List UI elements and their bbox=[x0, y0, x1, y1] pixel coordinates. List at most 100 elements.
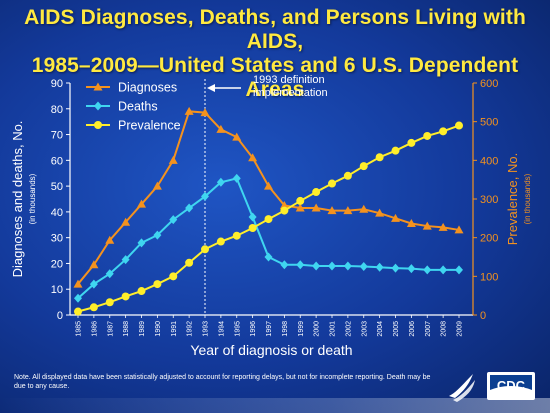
chart-title-line2: 1985–2009—United States and 6 U.S. Depen… bbox=[31, 54, 519, 101]
legend-marker-prevalence bbox=[94, 121, 102, 129]
deaths-point bbox=[391, 263, 400, 273]
x-tick-label: 2001 bbox=[330, 321, 337, 337]
prevalence-point bbox=[264, 215, 273, 224]
deaths-point bbox=[248, 212, 257, 222]
diagnoses-point bbox=[248, 153, 258, 162]
x-tick-label: 2008 bbox=[441, 321, 448, 337]
y-right-tick-label: 500 bbox=[480, 117, 498, 129]
y-right-tick-label: 300 bbox=[480, 194, 498, 206]
x-tick-label: 2004 bbox=[377, 321, 384, 337]
footnote: Note. All displayed data have been stati… bbox=[14, 374, 431, 390]
y-axis-right-subtitle: (in thousands) bbox=[523, 173, 532, 224]
diagnoses-point bbox=[295, 203, 305, 212]
annotation-arrow-icon bbox=[207, 84, 215, 92]
diagnoses-point bbox=[264, 181, 273, 190]
x-tick-label: 1999 bbox=[298, 321, 305, 337]
prevalence-point bbox=[328, 179, 336, 188]
prevalence-point bbox=[439, 127, 448, 136]
hhs-eagle-logo bbox=[449, 374, 475, 402]
x-tick-label: 1987 bbox=[107, 321, 114, 337]
deaths-point bbox=[407, 264, 416, 274]
legend-label-diagnoses: Diagnoses bbox=[118, 81, 177, 95]
chart-series bbox=[73, 106, 464, 316]
x-tick-label: 1988 bbox=[123, 321, 130, 337]
legend-marker-diagnoses bbox=[93, 82, 103, 91]
agency-logos: CDC bbox=[449, 372, 535, 402]
deaths-point bbox=[74, 293, 82, 303]
prevalence-point bbox=[423, 131, 432, 140]
prevalence-point bbox=[185, 258, 194, 267]
prevalence-point bbox=[296, 196, 305, 205]
deaths-point bbox=[264, 252, 273, 262]
diagnoses-point bbox=[105, 235, 115, 244]
diagnoses-point bbox=[359, 204, 369, 213]
diagnoses-point bbox=[89, 260, 99, 269]
y-left-tick-label: 0 bbox=[57, 310, 63, 322]
y-axis-right-title: Prevalence, No. bbox=[505, 153, 520, 246]
diagnoses-point bbox=[343, 206, 353, 215]
x-tick-label: 1986 bbox=[91, 321, 98, 337]
y-right-tick-label: 600 bbox=[480, 78, 498, 90]
deaths-point bbox=[328, 261, 336, 271]
chart-legend: Diagnoses Deaths Prevalence bbox=[86, 81, 181, 133]
y-left-tick-label: 90 bbox=[51, 78, 63, 90]
x-tick-label: 1989 bbox=[139, 321, 146, 337]
diagnoses-point bbox=[279, 200, 289, 209]
x-tick-label: 2006 bbox=[409, 321, 416, 337]
deaths-point bbox=[296, 260, 305, 270]
y-left-tick-label: 40 bbox=[51, 207, 63, 219]
prevalence-point bbox=[74, 307, 82, 316]
deaths-point bbox=[312, 261, 321, 271]
deaths-point bbox=[121, 255, 130, 265]
series-deaths bbox=[74, 173, 463, 303]
series-prevalence bbox=[74, 121, 463, 316]
prevalence-point bbox=[105, 298, 114, 307]
deaths-point bbox=[423, 265, 432, 275]
prevalence-point bbox=[455, 121, 463, 130]
diagnoses-point bbox=[216, 124, 226, 133]
deaths-point bbox=[439, 265, 448, 275]
prevalence-point bbox=[407, 138, 416, 147]
prevalence-point bbox=[312, 188, 321, 197]
prevalence-point bbox=[153, 280, 162, 289]
diagnoses-point bbox=[406, 218, 416, 227]
diagnoses-point bbox=[200, 108, 210, 117]
diagnoses-point bbox=[152, 181, 162, 190]
deaths-point bbox=[280, 260, 289, 270]
diagnoses-point bbox=[73, 279, 83, 288]
diagnoses-point bbox=[391, 213, 400, 222]
prevalence-point bbox=[169, 272, 178, 281]
chart-axes: 0 10 20 30 40 50 60 70 80 90 0 100 200 300 400 500 600 19… bbox=[10, 78, 532, 358]
y-left-tick-label: 30 bbox=[51, 233, 63, 245]
x-tick-label: 2009 bbox=[457, 321, 464, 337]
x-tick-label: 1991 bbox=[171, 321, 178, 337]
prevalence-point bbox=[280, 206, 289, 215]
legend-marker-deaths bbox=[94, 101, 102, 111]
x-tick-label: 2007 bbox=[425, 321, 432, 337]
footer-bar bbox=[0, 398, 550, 413]
prevalence-point bbox=[375, 153, 384, 162]
cdc-logo: CDC bbox=[487, 372, 535, 400]
y-right-tick-label: 200 bbox=[480, 233, 498, 245]
deaths-point bbox=[89, 279, 98, 289]
deaths-point bbox=[201, 191, 209, 201]
deaths-point bbox=[185, 203, 194, 213]
diagnoses-point bbox=[184, 106, 194, 115]
prevalence-point bbox=[121, 292, 130, 301]
x-tick-label: 1998 bbox=[282, 321, 289, 337]
deaths-point bbox=[153, 230, 162, 240]
prevalence-point bbox=[343, 171, 352, 180]
annotation-text-line2: implementation bbox=[253, 87, 328, 99]
deaths-point bbox=[375, 262, 384, 272]
chart-title: AIDS Diagnoses, Deaths, and Persons Livi… bbox=[0, 6, 550, 102]
annotation-text-line1: 1993 definition bbox=[253, 74, 325, 86]
deaths-point bbox=[343, 261, 352, 271]
cdc-logo-text: CDC bbox=[497, 378, 526, 393]
y-axis-left-subtitle: (in thousands) bbox=[28, 173, 37, 224]
diagnoses-point bbox=[438, 222, 448, 231]
series-diagnoses bbox=[73, 106, 464, 288]
y-left-tick-label: 10 bbox=[51, 284, 63, 296]
legend-label-deaths: Deaths bbox=[118, 100, 158, 114]
y-left-tick-label: 70 bbox=[51, 130, 63, 142]
